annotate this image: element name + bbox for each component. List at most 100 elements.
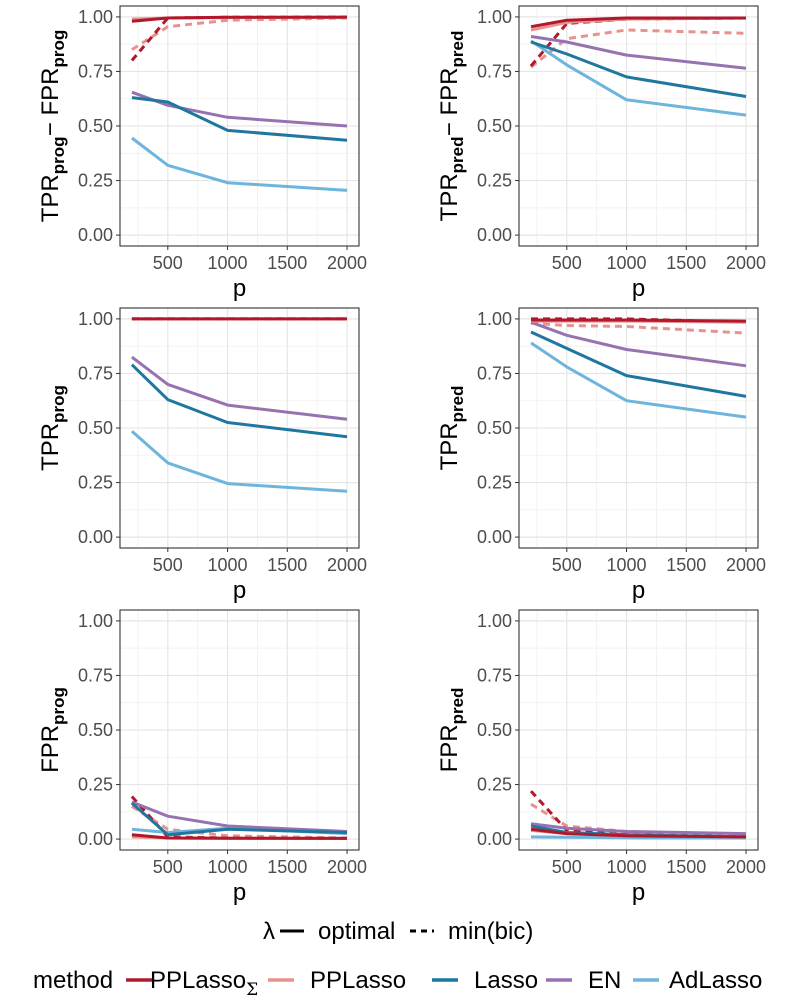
series-line-pplasso-optimal: [131, 833, 348, 840]
series-group: [130, 795, 348, 840]
x-tick-label: 1500: [267, 857, 307, 877]
x-axis-title: p: [233, 879, 246, 906]
x-axis-title: p: [632, 879, 645, 906]
panel-4: 0.00 0.25 0.50 0.75 1.00 500 1000 1500 2000 p TPRp…: [436, 307, 766, 604]
series-line-pplasso-minbic: [530, 28, 747, 69]
y-tick-label: 0.75: [78, 61, 113, 81]
x-tick-label: 1000: [208, 555, 248, 575]
y-axis-title: TPRprog: [37, 385, 68, 471]
series-line-pplasso-optimal: [531, 318, 747, 323]
y-tick-label: 0.50: [78, 418, 113, 438]
y-tick-label: 1.00: [78, 309, 113, 329]
series-group: [530, 317, 747, 419]
y-tick-label: 0.25: [477, 473, 512, 493]
series-line-pplasso-optimal: [530, 827, 747, 839]
legend-method-label: Lasso: [474, 967, 538, 994]
x-axis-title: p: [632, 275, 645, 302]
x-tick-label: 500: [153, 253, 183, 273]
x-axis-title: p: [233, 577, 246, 604]
y-tick-label: 0.75: [78, 665, 113, 685]
legend-linetype-label: optimal: [318, 918, 395, 945]
series-line-en-optimal: [530, 320, 747, 368]
series-line-lasso-optimal: [530, 40, 747, 98]
y-tick-label: 0.00: [477, 829, 512, 849]
x-tick-label: 1000: [607, 857, 647, 877]
x-tick-label: 2000: [726, 857, 766, 877]
series-group: [529, 790, 747, 840]
series-line-pplasso-optimal: [131, 15, 348, 23]
legend-method: method PPLassoΣ PPLasso Lasso EN AdLasso: [33, 967, 762, 1000]
y-tick-label: 0.00: [477, 225, 512, 245]
y-tick-label: 0.50: [477, 418, 512, 438]
y-axis-title: TPRpred: [436, 386, 467, 471]
y-tick-label: 0.50: [477, 116, 512, 136]
series-group: [130, 15, 348, 192]
y-tick-label: 0.00: [78, 527, 113, 547]
y-tick-label: 0.75: [477, 61, 512, 81]
legend: λ optimal min(bic) method PPLassoΣ PPLasso Las…: [33, 918, 762, 1000]
x-tick-label: 500: [552, 555, 582, 575]
x-tick-label: 1500: [666, 555, 706, 575]
panel-3: 0.00 0.25 0.50 0.75 1.00 500 1000 1500 2000 p TPRp…: [37, 307, 367, 604]
legend-linetype-title: λ: [263, 918, 275, 945]
legend-linetype-label: min(bic): [448, 918, 533, 945]
legend-method-label: PPLasso: [310, 967, 406, 994]
x-tick-label: 1500: [666, 857, 706, 877]
series-line-adlasso-optimal: [530, 39, 747, 117]
y-tick-label: 1.00: [78, 611, 113, 631]
series-line-adlasso-optimal: [530, 341, 747, 419]
x-tick-label: 500: [552, 253, 582, 273]
y-tick-label: 0.25: [78, 473, 113, 493]
x-tick-label: 1500: [267, 555, 307, 575]
y-tick-label: 0.50: [78, 720, 113, 740]
series-line-pplasso-minbic: [131, 16, 348, 51]
x-tick-label: 1500: [267, 253, 307, 273]
legend-linetype: λ optimal min(bic): [263, 918, 533, 945]
legend-method-title: method: [33, 967, 113, 994]
y-axis-title: FPRprog: [37, 687, 68, 773]
y-tick-label: 1.00: [78, 7, 113, 27]
x-tick-label: 2000: [327, 253, 367, 273]
y-tick-label: 1.00: [477, 611, 512, 631]
y-tick-label: 0.75: [477, 665, 512, 685]
y-tick-label: 0.25: [477, 775, 512, 795]
series-line-en-optimal: [530, 822, 747, 836]
series-line-adlasso-optimal: [130, 136, 348, 192]
panel-5: 0.00 0.25 0.50 0.75 1.00 500 1000 1500 2000 p FPRp…: [37, 609, 367, 906]
y-tick-label: 0.75: [477, 363, 512, 383]
legend-method-label: AdLasso: [669, 967, 762, 994]
y-tick-label: 0.75: [78, 363, 113, 383]
y-tick-label: 0.00: [477, 527, 512, 547]
series-line-adlasso-optimal: [530, 835, 747, 840]
x-tick-label: 2000: [726, 253, 766, 273]
y-tick-label: 1.00: [477, 7, 512, 27]
series-line-lasso-optimal: [130, 801, 348, 837]
series-line-pplasso-minbic: [530, 321, 747, 335]
y-tick-label: 1.00: [477, 309, 512, 329]
series-line-lasso-optimal: [530, 330, 747, 398]
x-tick-label: 1000: [208, 253, 248, 273]
x-tick-label: 2000: [327, 555, 367, 575]
y-tick-label: 0.00: [78, 829, 113, 849]
series-line-en-optimal: [530, 35, 747, 70]
y-axis-title: FPRpred: [436, 688, 467, 773]
panels: 0.00 0.25 0.50 0.75 1.00 500 1000 1500 2000 p TPRp…: [37, 5, 766, 906]
x-tick-label: 1500: [666, 253, 706, 273]
y-tick-label: 0.25: [78, 775, 113, 795]
series-line-pplasso-optimal: [530, 16, 746, 29]
series-line-lasso-optimal: [131, 96, 348, 142]
legend-method-label: PPLassoΣ: [150, 967, 258, 1000]
x-tick-label: 2000: [327, 857, 367, 877]
series-line-en-optimal: [130, 355, 348, 421]
legend-method-label: EN: [588, 967, 621, 994]
x-tick-label: 2000: [726, 555, 766, 575]
y-tick-label: 0.50: [477, 720, 512, 740]
panel-1: 0.00 0.25 0.50 0.75 1.00 500 1000 1500 2000 p TPRp…: [37, 5, 367, 302]
y-axis-title: TPRpred − FPRpred: [436, 31, 467, 222]
x-axis-title: p: [632, 577, 645, 604]
y-tick-label: 0.00: [78, 225, 113, 245]
x-tick-label: 1000: [208, 857, 248, 877]
x-axis-title: p: [233, 275, 246, 302]
x-tick-label: 1000: [607, 253, 647, 273]
